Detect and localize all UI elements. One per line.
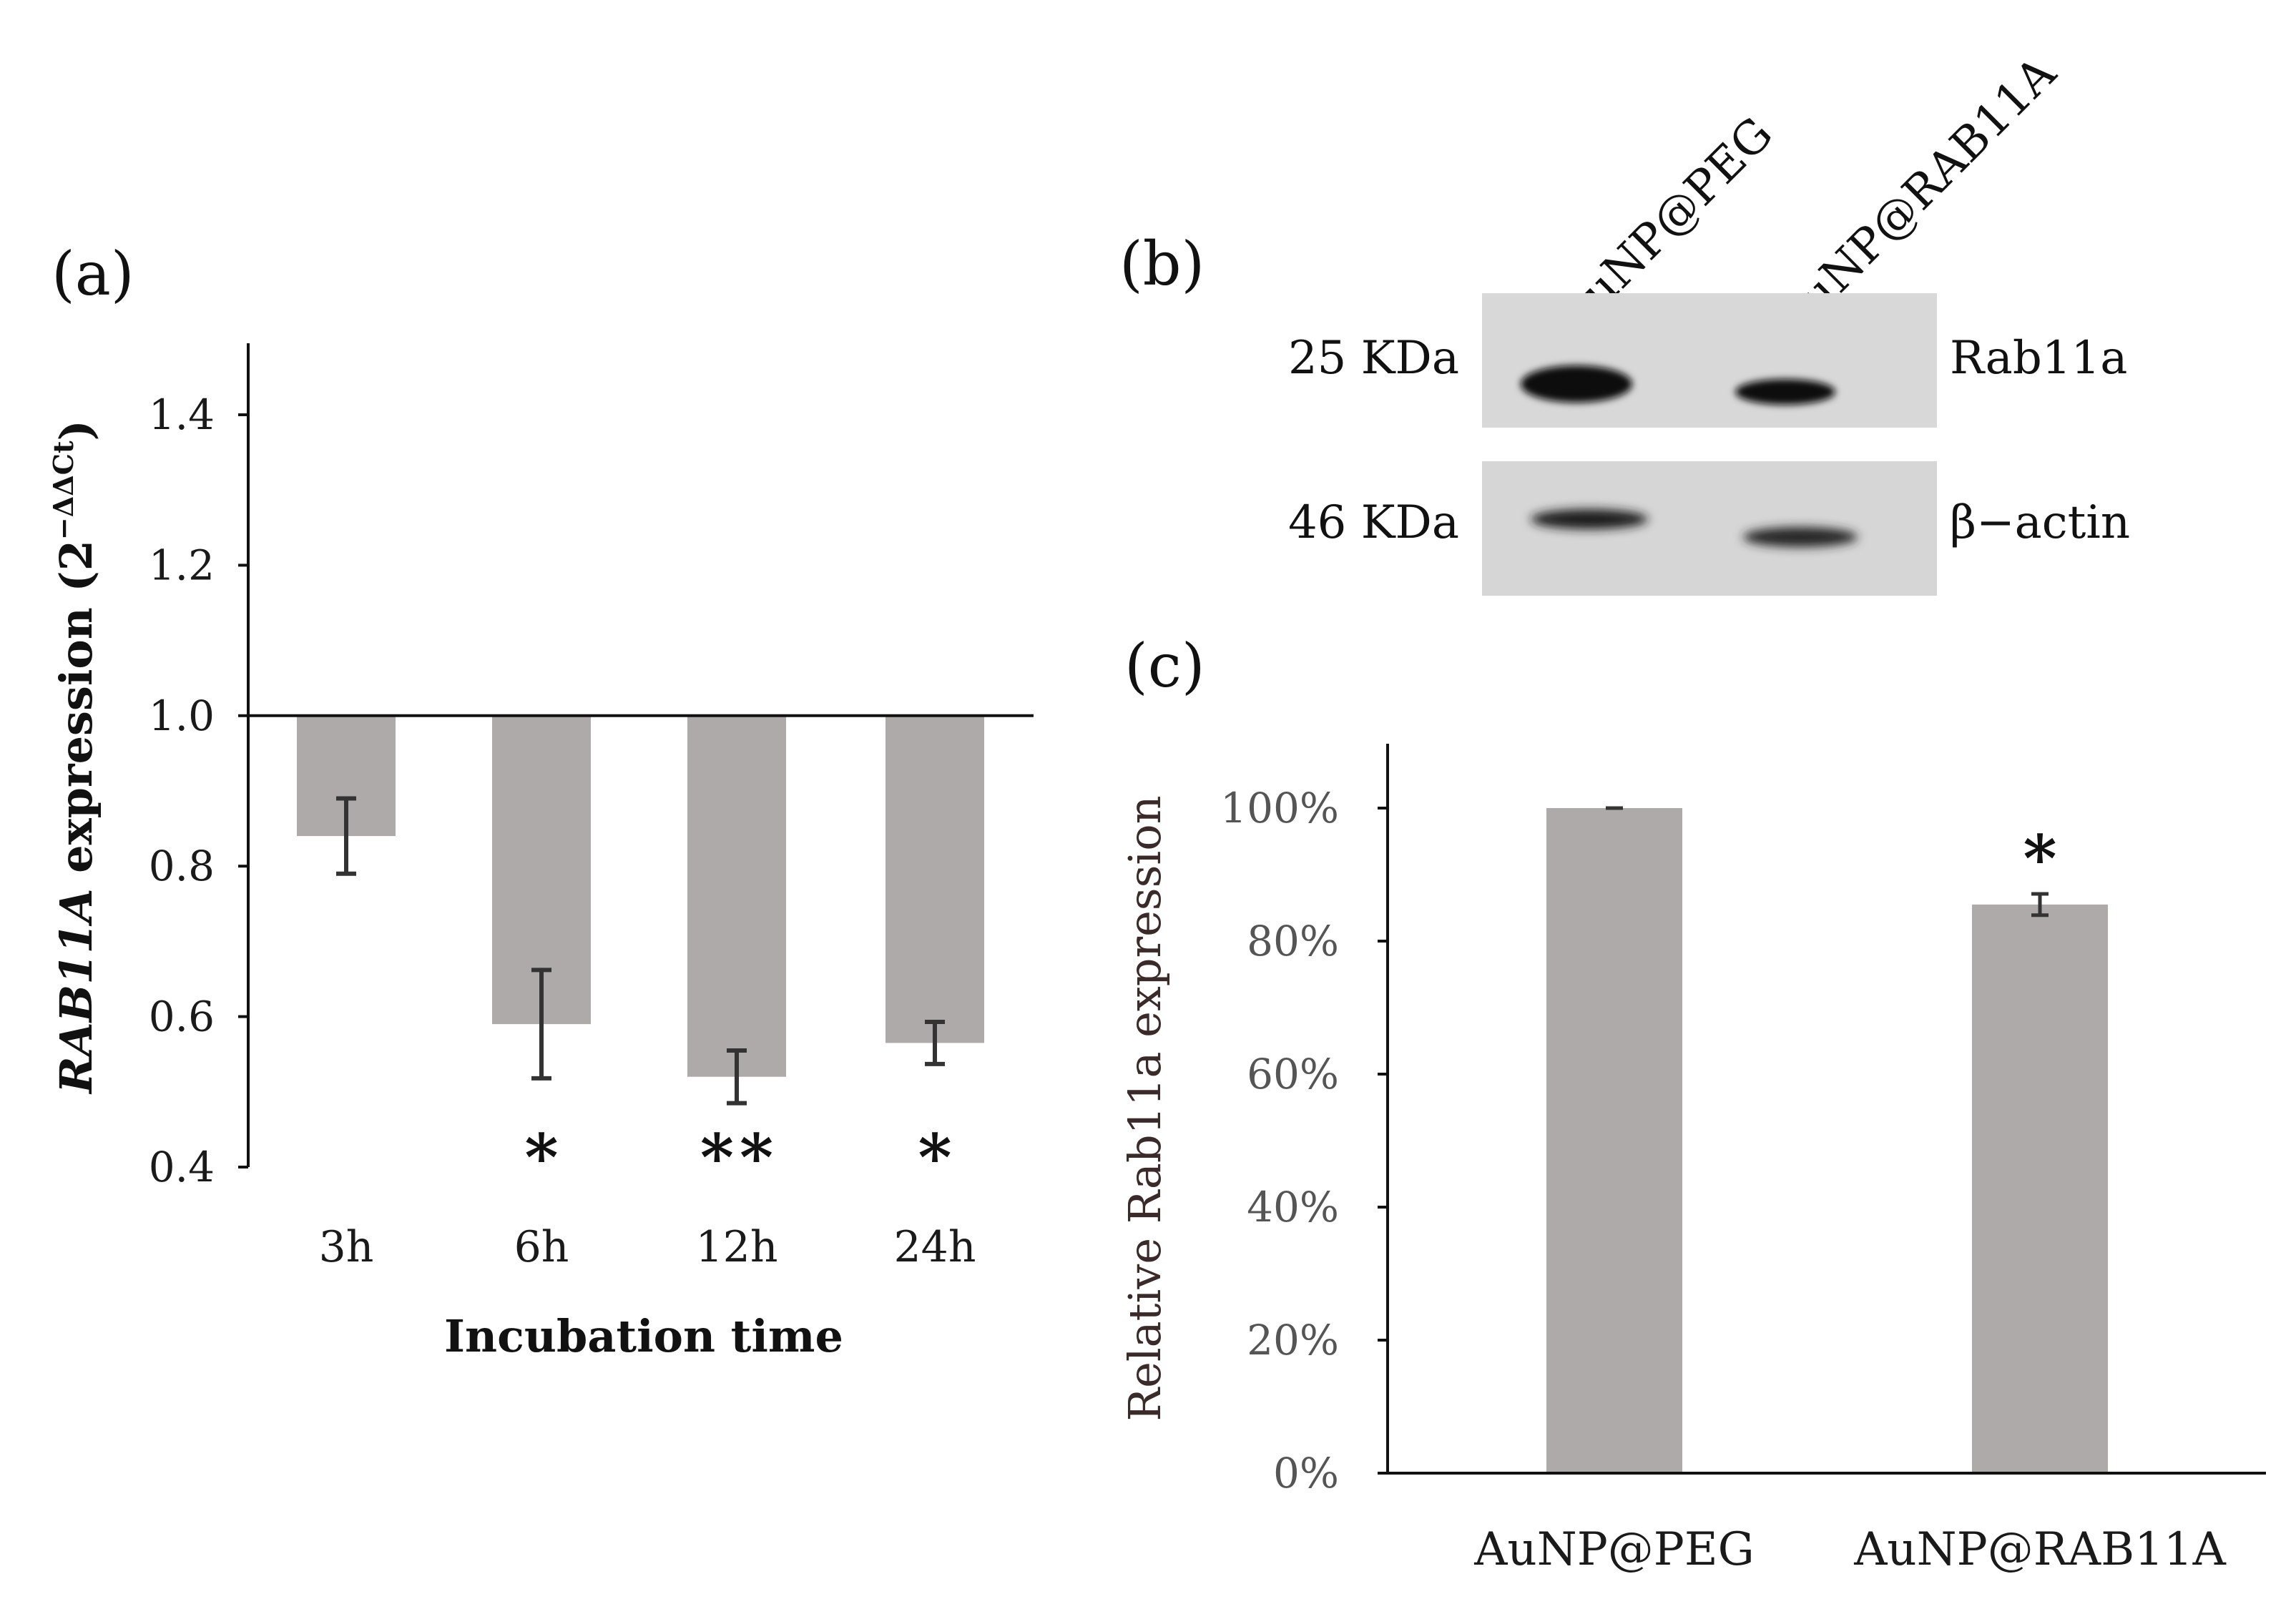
panel-c: (c) 0% 20% 40% 60% 80% 100% * AuNP@PEG AuNP@RA… (1119, 631, 2266, 1576)
panel-c-y-tick: 20% (1247, 1316, 1339, 1364)
panel-b-label: (b) (1119, 229, 1205, 299)
panel-c-y-tick: 0% (1273, 1449, 1339, 1497)
panel-c-y-tick: 100% (1220, 784, 1339, 832)
panel-a-significance-mark: * (524, 1120, 564, 1196)
panel-c-significance-mark: * (2023, 821, 2056, 897)
blot-protein-rab11a: Rab11a (1950, 332, 2127, 385)
panel-c-y-tick: 60% (1247, 1050, 1339, 1098)
panel-a-y-title: RAB11A expression (2−ΔΔCt) (47, 420, 102, 1095)
panel-c-bars (1546, 808, 2108, 1473)
panel-a-y-tick: 0.4 (149, 1143, 215, 1191)
panel-a-y-title-gene: RAB11A (50, 888, 102, 1094)
panel-a-category: 24h (894, 1222, 976, 1272)
blot-band-actin-peg (1531, 509, 1648, 529)
blot-marker-25kda: 25 KDa (1288, 332, 1459, 385)
panel-a-y-title-sup: −ΔΔCt (47, 441, 79, 540)
panel-c-y-tick: 40% (1247, 1183, 1339, 1231)
panel-a-label: (a) (51, 239, 134, 309)
panel-a-bar (885, 715, 984, 1043)
panel-a-y-title-main: expression (2 (50, 540, 102, 888)
panel-a-category: 3h (319, 1222, 374, 1272)
panel-a-error-bars (336, 796, 945, 1106)
panel-a-significance-mark: ** (700, 1120, 779, 1196)
panel-a: (a) 0.40.60.81.01.21.4 * ** * 3h 6h 12h 24h I… (47, 239, 1034, 1362)
panel-a-y-tick: 0.8 (149, 842, 215, 890)
panel-c-error-bars (1606, 806, 2049, 917)
panel-c-category: AuNP@RAB11A (1853, 1523, 2226, 1576)
panel-a-y-tick: 0.6 (149, 993, 215, 1041)
panel-a-y-ticks: 0.4 0.6 0.8 1.0 1.2 1.4 (149, 390, 248, 1191)
blot-band-actin-rab11a (1743, 527, 1858, 547)
panel-a-y-tick: 1.0 (149, 692, 215, 740)
blot-band-rab11a-rab11a (1735, 379, 1835, 405)
panel-a-categories: 3h 6h 12h 24h (319, 1222, 976, 1272)
blot-band-rab11a-peg (1521, 365, 1632, 403)
blot-marker-46kda: 46 KDa (1288, 496, 1459, 549)
panel-c-y-ticks: 0% 20% 40% 60% 80% 100% (1220, 784, 1388, 1497)
panel-c-y-tick: 80% (1247, 917, 1339, 965)
panel-a-category: 12h (696, 1222, 778, 1272)
panel-a-y-tick: 1.4 (149, 390, 215, 439)
blot-protein-actin: β−actin (1950, 496, 2130, 549)
panel-c-significance: * (2023, 821, 2056, 897)
panel-a-y-tick: 1.2 (149, 541, 215, 589)
panel-a-x-title: Incubation time (444, 1310, 843, 1362)
panel-a-significance-mark: * (918, 1120, 957, 1196)
panel-c-y-title: Relative Rab11a expression (1119, 795, 1171, 1421)
blot-membrane-actin (1482, 461, 1937, 596)
panel-c-bar (1972, 904, 2108, 1473)
blot-membrane-rab11a (1482, 293, 1937, 428)
panel-c-categories: AuNP@PEG AuNP@RAB11A (1473, 1523, 2226, 1576)
panel-c-label: (c) (1124, 631, 1205, 701)
panel-a-bars (297, 715, 984, 1077)
panel-c-bar (1546, 808, 1682, 1473)
panel-a-y-title-close: ) (50, 420, 102, 441)
panel-a-significance: * ** * (524, 1120, 957, 1196)
panel-c-category: AuNP@PEG (1473, 1523, 1754, 1576)
panel-b: (b) AuNP@PEG AuNP@RAB11A 25 KDa 46 KDa R… (1119, 46, 2130, 596)
panel-a-bar (687, 715, 786, 1077)
panel-a-category: 6h (514, 1222, 569, 1272)
